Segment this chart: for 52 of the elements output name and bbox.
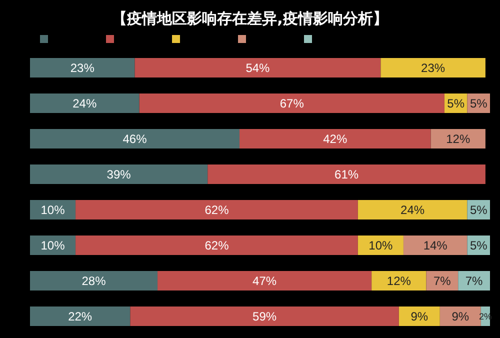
bar	[380, 58, 486, 78]
bar	[130, 306, 399, 326]
bar	[430, 128, 486, 149]
bar	[30, 306, 130, 326]
data-label: 28%	[82, 274, 106, 288]
data-label: 14%	[423, 238, 448, 252]
data-label: 47%	[252, 274, 277, 288]
bar	[139, 93, 444, 114]
data-label: 12%	[446, 132, 470, 146]
data-label: 62%	[204, 202, 230, 217]
chart-title: 【疫情地区影响存在差异,疫情影响分析】	[112, 10, 388, 28]
data-label: 9%	[410, 309, 428, 324]
data-label: 5%	[470, 238, 488, 252]
data-label: 23%	[70, 60, 95, 75]
bar	[30, 270, 158, 291]
bar	[30, 128, 240, 149]
data-label: 59%	[252, 309, 277, 324]
bar	[30, 58, 135, 78]
data-label: 42%	[323, 132, 348, 146]
data-label: 24%	[72, 96, 97, 110]
data-label: 5%	[470, 96, 488, 110]
data-label: 62%	[204, 238, 230, 252]
data-label: 5%	[470, 202, 488, 217]
data-label: 5%	[447, 96, 465, 110]
bar	[30, 164, 208, 184]
bar	[158, 270, 372, 291]
data-label: 10%	[368, 238, 394, 252]
bar	[458, 270, 490, 291]
data-label: 12%	[386, 274, 412, 288]
bar	[240, 128, 431, 149]
bar	[76, 200, 358, 220]
data-label: 7%	[465, 274, 484, 288]
data-label: 61%	[334, 167, 359, 182]
data-label: 9%	[452, 309, 470, 324]
data-label: 10%	[40, 238, 66, 252]
data-label: 67%	[280, 96, 304, 110]
bar	[358, 200, 468, 220]
bar	[134, 58, 381, 78]
bar	[76, 235, 358, 256]
data-label: 22%	[68, 309, 92, 324]
data-label: 54%	[246, 60, 270, 75]
data-label: 23%	[421, 60, 446, 75]
data-label: 39%	[106, 167, 132, 182]
bar	[372, 270, 426, 291]
data-label: 46%	[122, 132, 148, 146]
data-label: 10%	[40, 202, 66, 217]
data-label: 24%	[400, 202, 425, 217]
bar	[30, 93, 140, 114]
bar	[403, 235, 468, 256]
bar	[208, 164, 486, 184]
bar	[398, 306, 440, 326]
data-label: 7%	[434, 274, 452, 288]
